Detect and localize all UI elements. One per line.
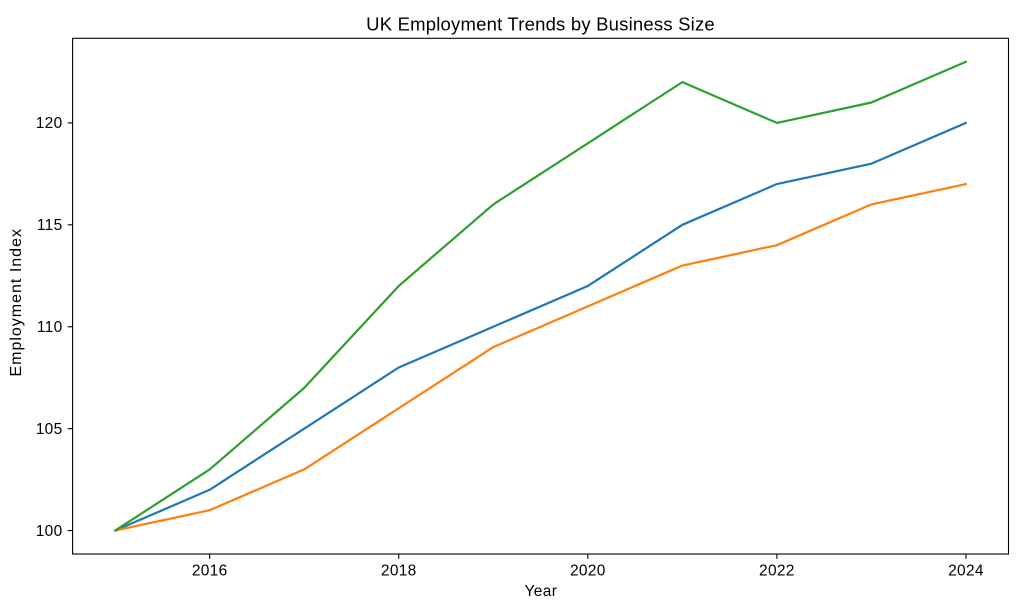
- svg-text:Employment Index: Employment Index: [8, 228, 25, 377]
- svg-text:115: 115: [37, 217, 63, 234]
- svg-text:2022: 2022: [759, 563, 795, 580]
- svg-text:120: 120: [36, 115, 63, 132]
- svg-text:2018: 2018: [381, 563, 417, 580]
- svg-text:UK Employment Trends by Busine: UK Employment Trends by Business Size: [366, 14, 715, 35]
- svg-text:2020: 2020: [570, 563, 606, 580]
- svg-text:100: 100: [36, 523, 63, 540]
- svg-text:2016: 2016: [192, 563, 228, 580]
- svg-text:Year: Year: [524, 583, 557, 600]
- svg-text:105: 105: [36, 421, 63, 438]
- svg-text:2024: 2024: [948, 563, 984, 580]
- svg-text:110: 110: [37, 319, 63, 336]
